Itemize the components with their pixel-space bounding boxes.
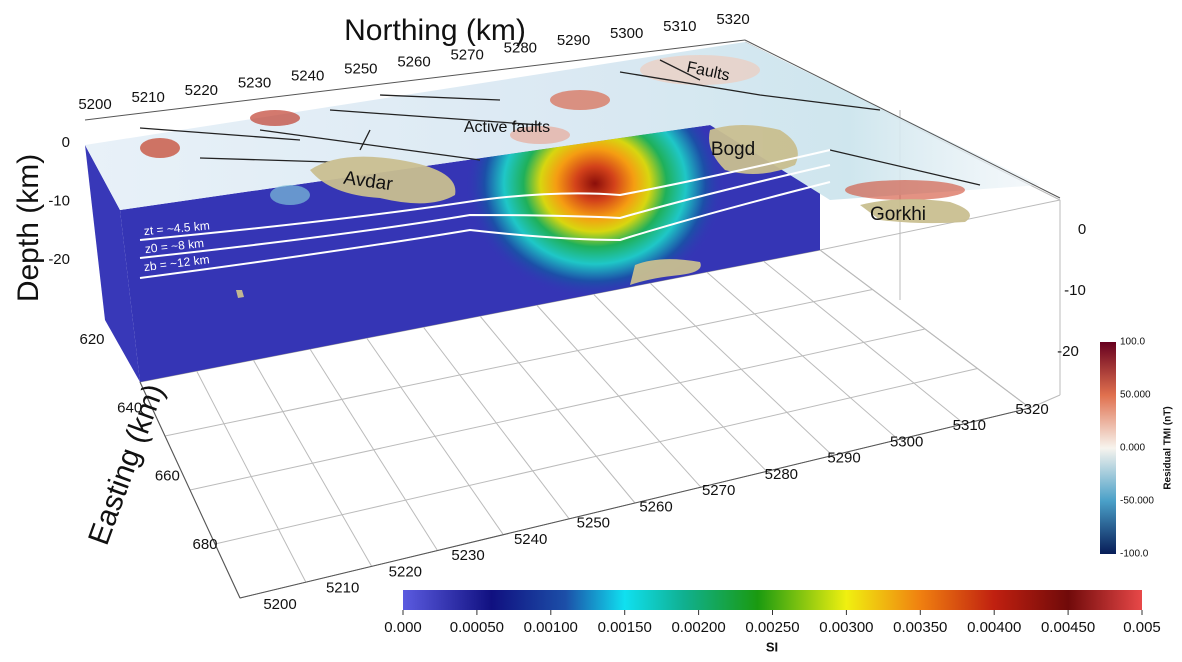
tmi-colorbar [1100,342,1116,554]
northing-tick-label: 5250 [344,61,377,78]
si-tick-label: 0.00150 [598,619,652,636]
gorkhi-label: Gorkhi [870,204,926,225]
northing-tick-label: 5220 [185,82,218,99]
tmi-tick-label: 50.000 [1120,390,1151,401]
tmi-tick-label: -100.0 [1120,549,1149,560]
easting-tick-label: 620 [79,331,104,348]
northing-tick-label: 5250 [577,515,610,532]
northing-tick-label: 5230 [451,547,484,564]
northing-tick-label: 5200 [78,96,111,113]
northing-tick-label: 5260 [397,53,430,70]
si-tick-label: 0.00050 [450,619,504,636]
northing-tick-label: 5220 [389,563,422,580]
si-tick-label: 0.00200 [671,619,725,636]
si-colorbar [403,590,1142,610]
grid-line [164,289,873,437]
easting-tick-label: 680 [192,536,217,553]
depth-horizons [139,149,831,279]
depth-tick-label: -20 [48,251,70,268]
northing-tick-label: 5260 [639,498,672,515]
northing-title: Northing (km) [344,14,526,47]
northing-tick-label: 5290 [827,450,860,467]
northing-tick-label: 5270 [450,46,483,63]
depth-title: Depth (km) [12,154,45,302]
tmi-tick-label: 0.000 [1120,443,1145,454]
depth-tick-label: -20 [1057,343,1079,360]
si-label: SI [766,639,778,654]
northing-tick-label: 5230 [238,75,271,92]
northing-tick-label: 5300 [610,25,643,42]
northing-tick-label: 5280 [504,39,537,56]
northing-tick-label: 5240 [291,68,324,85]
si-tick-label: 0.00450 [1041,619,1095,636]
depth-tick-label: 0 [1078,221,1086,238]
si-tick-label: 0.00400 [967,619,1021,636]
northing-tick-label: 5310 [953,417,986,434]
tmi-label: Residual TMI (nT) [1163,406,1174,489]
easting-tick-label: 660 [155,468,180,485]
northing-tick-label: 5310 [663,18,696,35]
depth-tick-label: -10 [1064,282,1086,299]
northing-tick-label: 5320 [1015,401,1048,418]
tmi-tick-label: 100.0 [1120,337,1145,348]
easting-tick-label: 640 [117,399,142,416]
bogd-label: Bogd [711,139,755,160]
northing-tick-label: 5240 [514,531,547,548]
si-tick-label: 0.00350 [893,619,947,636]
si-tick-label: 0.00250 [745,619,799,636]
si-tick-label: 0.005 [1123,619,1161,636]
active-faults-label: Active faults [464,119,550,136]
si-tick-label: 0.00300 [819,619,873,636]
depth-tick-label: 0 [62,134,70,151]
fault-lines [139,59,981,186]
zt-label: zt = ~4.5 km [143,218,210,238]
z0-label: z0 = ~8 km [144,236,205,256]
floor-lines [139,249,1031,599]
northing-tick-label: 5210 [326,580,359,597]
northing-tick-label: 5270 [702,482,735,499]
northing-tick-label: 5300 [890,433,923,450]
northing-tick-label: 5320 [716,11,749,28]
grid-line [214,368,978,545]
si-tick-label: 0.000 [384,619,422,636]
northing-tick-label: 5280 [765,466,798,483]
depth-tick-label: -10 [48,192,70,209]
si-tick-label: 0.00100 [524,619,578,636]
slab-side [85,145,140,382]
grid-line [189,328,926,491]
northing-tick-label: 5200 [263,596,296,613]
tmi-tick-label: -50.000 [1120,496,1154,507]
northing-tick-label: 5210 [131,89,164,106]
tmi-blobs [140,55,965,205]
northing-tick-label: 5290 [557,32,590,49]
box-edges [84,39,1061,599]
